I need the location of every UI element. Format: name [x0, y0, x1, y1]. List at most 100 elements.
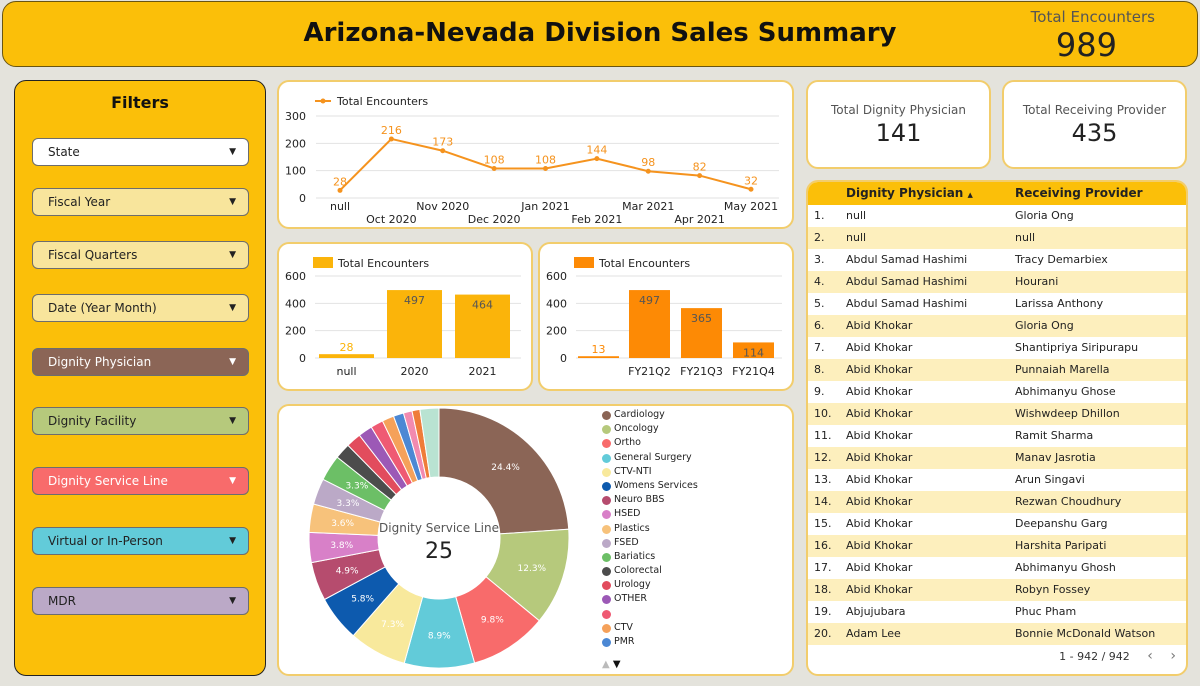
dropdown-arrow-icon: ▼: [229, 147, 236, 157]
dropdown-arrow-icon: ▼: [229, 536, 236, 546]
legend-label: Plastics: [614, 522, 650, 534]
filter-dropdown-6[interactable]: Dignity Facility ▼: [32, 407, 249, 435]
table-row[interactable]: 13. Abid Khokar Arun Singavi: [808, 469, 1186, 491]
column-header-physician[interactable]: Dignity Physician ▲: [846, 186, 973, 200]
table-row[interactable]: 14. Abid Khokar Rezwan Choudhury: [808, 491, 1186, 513]
bar-chart-year-panel: 600 400 200 0 Total Encounters 28 null 497 2020 4…: [277, 242, 533, 391]
legend-item[interactable]: Urology: [602, 578, 698, 592]
filter-dropdown-4[interactable]: Date (Year Month) ▼: [32, 294, 249, 322]
legend-item[interactable]: Plastics: [602, 522, 698, 536]
legend-label: Cardiology: [614, 409, 665, 420]
table-row[interactable]: 20. Adam Lee Bonnie McDonald Watson: [808, 623, 1186, 645]
row-number: 12.: [814, 451, 832, 464]
table-row[interactable]: 16. Abid Khokar Harshita Paripati: [808, 535, 1186, 557]
physician-cell: null: [846, 209, 867, 222]
legend-item[interactable]: Colorectal: [602, 564, 698, 578]
legend-color-icon: [602, 467, 611, 477]
dropdown-arrow-icon: ▼: [229, 476, 236, 486]
row-number: 7.: [814, 341, 825, 354]
table-row[interactable]: 7. Abid Khokar Shantipriya Siripurapu: [808, 337, 1186, 359]
filter-dropdown-5[interactable]: Dignity Physician ▼: [32, 348, 249, 376]
filter-dropdown-2[interactable]: Fiscal Year ▼: [32, 188, 249, 216]
table-row[interactable]: 19. Abjujubara Phuc Pham: [808, 601, 1186, 623]
legend-item[interactable]: FSED: [602, 536, 698, 550]
bar[interactable]: [578, 356, 619, 358]
legend-down-icon[interactable]: ▼: [612, 659, 621, 670]
row-number: 18.: [814, 583, 832, 596]
table-row[interactable]: 1. null Gloria Ong: [808, 205, 1186, 227]
legend-item[interactable]: Bariatics: [602, 550, 698, 564]
table-row[interactable]: 8. Abid Khokar Punnaiah Marella: [808, 359, 1186, 381]
table-row[interactable]: 10. Abid Khokar Wishwdeep Dhillon: [808, 403, 1186, 425]
dropdown-arrow-icon: ▼: [229, 197, 236, 207]
legend-color-icon: [602, 538, 611, 548]
filter-label: Dignity Service Line: [48, 474, 168, 488]
table-row[interactable]: 6. Abid Khokar Gloria Ong: [808, 315, 1186, 337]
legend-item[interactable]: [602, 607, 698, 621]
legend-item[interactable]: OTHER: [602, 592, 698, 606]
table-row[interactable]: 15. Abid Khokar Deepanshu Garg: [808, 513, 1186, 535]
data-label: 216: [381, 124, 402, 137]
legend-item[interactable]: HSED: [602, 507, 698, 521]
legend-item[interactable]: Womens Services: [602, 479, 698, 493]
table-row[interactable]: 5. Abdul Samad Hashimi Larissa Anthony: [808, 293, 1186, 315]
bar[interactable]: [629, 290, 670, 358]
physician-cell: Abid Khokar: [846, 341, 913, 354]
data-label: 28: [333, 175, 347, 188]
prev-page-icon[interactable]: ‹: [1147, 648, 1153, 664]
legend-label: Total Encounters: [598, 257, 690, 270]
filter-dropdown-3[interactable]: Fiscal Quarters ▼: [32, 241, 249, 269]
filter-label: Fiscal Year: [48, 195, 111, 209]
data-label: 98: [641, 156, 655, 169]
bar[interactable]: [681, 308, 722, 358]
bar[interactable]: [733, 342, 774, 358]
row-number: 6.: [814, 319, 825, 332]
slice-label: 3.3%: [337, 499, 360, 509]
donut-legend: Cardiology Oncology Ortho General Surgery CT…: [602, 408, 698, 649]
bar[interactable]: [387, 290, 442, 358]
physician-cell: Abdul Samad Hashimi: [846, 297, 968, 310]
legend-up-icon[interactable]: ▲: [602, 659, 610, 670]
physician-cell: null: [846, 231, 867, 244]
receiving-cell: Gloria Ong: [1015, 209, 1074, 222]
x-tick-label: Jan 2021: [520, 200, 569, 213]
table-row[interactable]: 3. Abdul Samad Hashimi Tracy Demarbiex: [808, 249, 1186, 271]
x-tick-label: FY21Q4: [732, 365, 775, 378]
legend-label: Total Encounters: [336, 95, 428, 108]
receiving-cell: null: [1015, 231, 1036, 244]
filter-dropdown-9[interactable]: MDR ▼: [32, 587, 249, 615]
table-row[interactable]: 4. Abdul Samad Hashimi Hourani: [808, 271, 1186, 293]
row-number: 19.: [814, 605, 832, 618]
table-row[interactable]: 12. Abid Khokar Manav Jasrotia: [808, 447, 1186, 469]
table-row[interactable]: 9. Abid Khokar Abhimanyu Ghose: [808, 381, 1186, 403]
legend-item[interactable]: PMR: [602, 635, 698, 649]
legend-item[interactable]: CTV: [602, 621, 698, 635]
filter-dropdown-8[interactable]: Virtual or In-Person ▼: [32, 527, 249, 555]
legend-item[interactable]: Cardiology: [602, 408, 698, 422]
data-label: 497: [404, 294, 425, 307]
row-number: 5.: [814, 297, 825, 310]
table-row[interactable]: 18. Abid Khokar Robyn Fossey: [808, 579, 1186, 601]
legend-item[interactable]: Neuro BBS: [602, 493, 698, 507]
next-page-icon[interactable]: ›: [1170, 648, 1176, 664]
column-header-receiving[interactable]: Receiving Provider: [1015, 186, 1143, 200]
line-chart-panel: 300 200 100 0 Total Encounters 28 null 216 Oct 2…: [277, 80, 794, 229]
legend-label: Oncology: [614, 423, 659, 435]
slice-label: 3.8%: [330, 541, 353, 551]
sort-ascending-icon[interactable]: ▲: [967, 191, 973, 199]
table-pager: 1 - 942 / 942 ‹ ›: [1059, 648, 1176, 664]
table-row[interactable]: 11. Abid Khokar Ramit Sharma: [808, 425, 1186, 447]
legend-item[interactable]: CTV-NTI: [602, 465, 698, 479]
y-tick-label: 400: [285, 297, 306, 310]
x-tick-label: May 2021: [724, 200, 778, 213]
bar[interactable]: [455, 294, 510, 358]
filter-dropdown-1[interactable]: State ▼: [32, 138, 249, 166]
legend-item[interactable]: Oncology: [602, 422, 698, 436]
legend-item[interactable]: Ortho: [602, 436, 698, 450]
filter-label: MDR: [48, 594, 76, 608]
legend-item[interactable]: General Surgery: [602, 451, 698, 465]
filter-dropdown-7[interactable]: Dignity Service Line ▼: [32, 467, 249, 495]
bar[interactable]: [319, 354, 374, 358]
table-row[interactable]: 17. Abid Khokar Abhimanyu Ghosh: [808, 557, 1186, 579]
table-row[interactable]: 2. null null: [808, 227, 1186, 249]
